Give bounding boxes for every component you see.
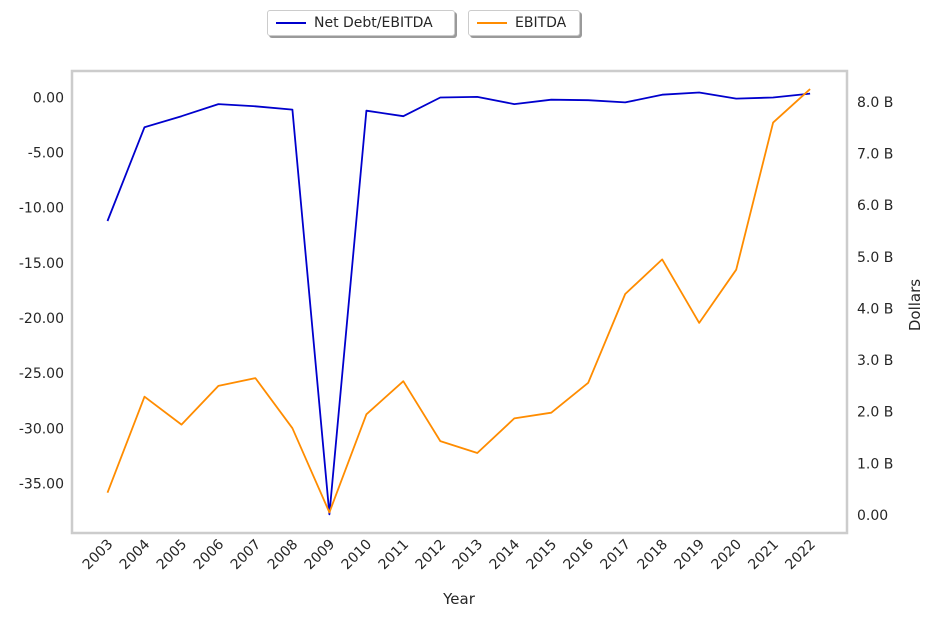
left-y-tick-label: -15.00 [19, 256, 64, 272]
x-tick-label: 2018 [635, 537, 672, 574]
x-tick-label: 2021 [745, 537, 782, 574]
series-line-ebitda [106, 88, 811, 514]
x-tick-label: 2016 [561, 536, 598, 573]
left-y-tick-label: -35.00 [19, 476, 64, 492]
right-y-axis: 0.00 1.0 B 2.0 B 3.0 B 4.0 B 5.0 B 6.0 B 7.0 B 8… [857, 95, 893, 524]
right-y-tick-label: 2.0 B [857, 405, 893, 421]
left-y-tick-label: -10.00 [19, 201, 64, 217]
x-tick-label: 2003 [80, 537, 117, 574]
left-y-tick-label: -25.00 [19, 366, 64, 382]
legend-label-ebitda: EBITDA [515, 15, 567, 31]
x-tick-label: 2015 [524, 537, 561, 574]
left-y-tick-label: -5.00 [28, 146, 64, 162]
x-axis-title: Year [442, 590, 476, 608]
x-tick-label: 2019 [671, 537, 708, 574]
x-tick-label: 2017 [598, 537, 635, 574]
right-y-tick-label: 5.0 B [857, 250, 893, 266]
x-tick-label: 2007 [228, 537, 265, 574]
right-y-tick-label: 4.0 B [857, 301, 893, 317]
plot-area-frame [70, 69, 849, 535]
left-y-tick-label: -30.00 [19, 421, 64, 437]
right-y-axis-title: Dollars [906, 279, 924, 331]
left-y-tick-label: 0.00 [33, 90, 64, 106]
x-tick-label: 2020 [708, 537, 745, 574]
x-tick-label: 2008 [265, 537, 302, 574]
right-y-tick-label: 7.0 B [857, 147, 893, 163]
right-y-tick-label: 0.00 [857, 508, 888, 524]
x-tick-label: 2005 [154, 537, 191, 574]
x-tick-label: 2013 [450, 537, 487, 574]
x-tick-label: 2022 [782, 537, 819, 574]
right-y-tick-label: 8.0 B [857, 95, 893, 111]
x-tick-label: 2004 [117, 536, 154, 573]
x-tick-label: 2009 [302, 537, 339, 574]
x-tick-label: 2011 [376, 537, 413, 574]
legend-swatch-net-debt-ebitda [276, 22, 306, 24]
left-y-axis: 0.00 -5.00 -10.00 -15.00 -20.00 -25.00 -30.00 -… [19, 90, 64, 492]
x-axis: 2003 2004 2005 2006 2007 2008 2009 2010 2011 2012… [80, 536, 819, 573]
left-y-tick-label: -20.00 [19, 311, 64, 327]
x-tick-label: 2010 [339, 537, 376, 574]
legend-swatch-ebitda [477, 22, 507, 24]
x-tick-label: 2012 [413, 537, 450, 574]
legend-entry-ebitda: EBITDA [468, 10, 580, 36]
legend-entry-net-debt-ebitda: Net Debt/EBITDA [267, 10, 455, 36]
x-tick-label: 2006 [191, 536, 228, 573]
legend-label-net-debt-ebitda: Net Debt/EBITDA [314, 15, 433, 31]
right-y-tick-label: 1.0 B [857, 456, 893, 472]
series-line-net-debt-ebitda [106, 91, 811, 516]
right-y-tick-label: 3.0 B [857, 353, 893, 369]
series-group [106, 88, 811, 516]
right-y-tick-label: 6.0 B [857, 198, 893, 214]
x-tick-label: 2014 [487, 536, 524, 573]
